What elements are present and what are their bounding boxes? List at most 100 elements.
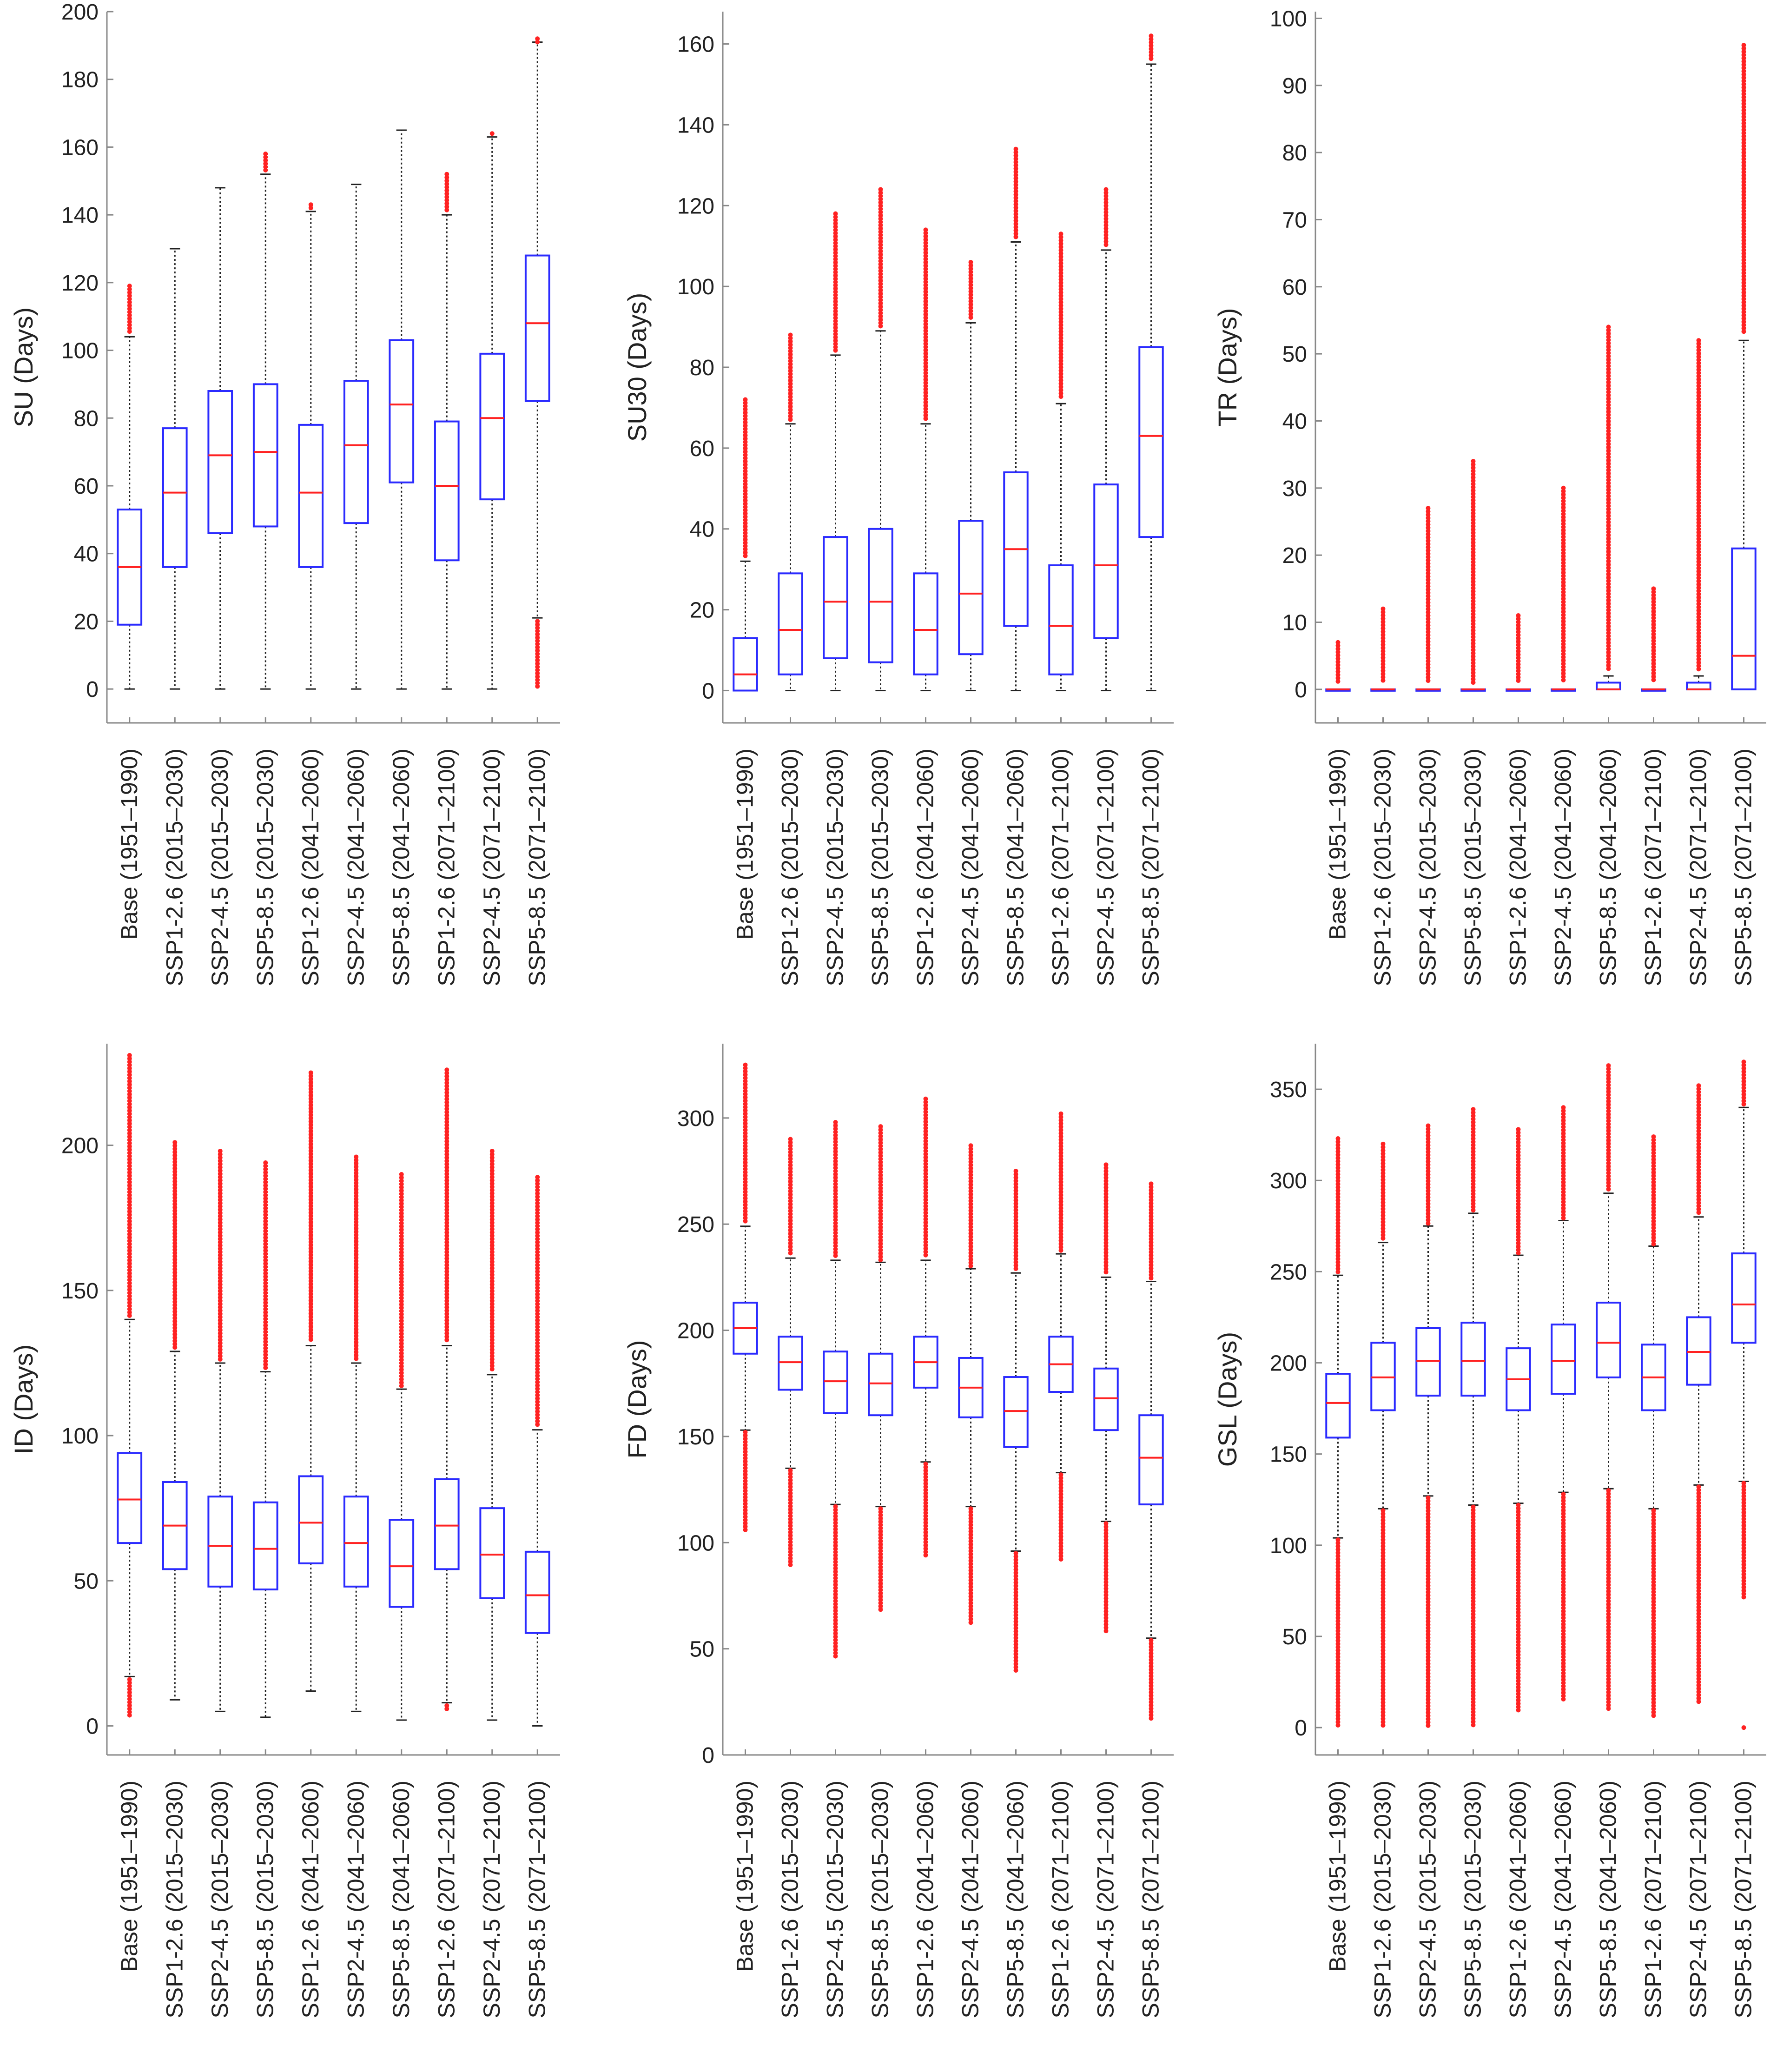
outlier-point — [308, 1337, 313, 1342]
outlier-point — [1149, 1207, 1154, 1212]
outlier-point — [218, 1256, 223, 1261]
outlier-point — [1516, 1228, 1521, 1233]
x-tick-label: SSP1-2.6 (2015–2030) — [161, 748, 187, 986]
outlier-point — [968, 1238, 973, 1243]
outlier-point — [968, 263, 973, 268]
iqr-box — [252, 1501, 278, 1591]
outlier-point — [968, 1565, 973, 1570]
outlier-point — [399, 1201, 404, 1206]
x-tick-label: SSP1-2.6 (2071–2100) — [433, 748, 459, 986]
outlier-point — [1058, 248, 1063, 253]
outlier-point — [1149, 50, 1154, 55]
outlier-point — [444, 1204, 449, 1209]
outlier-point — [1471, 605, 1476, 610]
outlier-point — [1013, 1551, 1018, 1556]
outlier-point — [968, 1192, 973, 1197]
outlier-point — [127, 290, 132, 295]
outlier-point — [1149, 1690, 1154, 1695]
outlier-point — [1516, 1629, 1521, 1635]
outlier-point — [263, 165, 268, 169]
outlier-point — [489, 1185, 495, 1190]
outlier-point — [1058, 1502, 1063, 1507]
outlier-point — [127, 1131, 132, 1136]
outlier-point — [968, 1575, 973, 1580]
outlier-point — [1651, 1547, 1656, 1552]
outlier-point — [127, 1212, 132, 1217]
outlier-point — [878, 1519, 883, 1524]
outlier-point — [1426, 1661, 1431, 1666]
outlier-point — [535, 1175, 540, 1180]
outlier-point — [968, 269, 973, 274]
outlier-point — [923, 1514, 928, 1519]
outlier-point — [878, 1245, 883, 1250]
outlier-point — [788, 1153, 793, 1158]
outlier-point — [1516, 1185, 1521, 1191]
outlier-point — [833, 325, 838, 330]
outlier-point — [923, 1481, 928, 1486]
outlier-point — [1651, 1580, 1656, 1585]
outlier-point — [172, 1169, 178, 1174]
outlier-point — [1606, 403, 1611, 408]
outlier-point — [444, 1211, 449, 1216]
outlier-point — [399, 1335, 404, 1340]
outlier-point — [1561, 1498, 1566, 1503]
outlier-point — [743, 550, 748, 555]
outlier-point — [127, 1085, 132, 1090]
outlier-point — [743, 1079, 748, 1084]
box-10 — [1731, 43, 1757, 690]
outlier-point — [878, 1581, 883, 1586]
outlier-point — [535, 1246, 540, 1251]
outlier-point — [1058, 1140, 1063, 1145]
outlier-point — [444, 1263, 449, 1268]
outlier-point — [923, 322, 928, 327]
outlier-point — [1013, 1655, 1018, 1660]
outlier-point — [1516, 1649, 1521, 1654]
outlier-point — [444, 1279, 449, 1284]
outlier-point — [1561, 1125, 1566, 1130]
outlier-point — [1741, 147, 1746, 152]
outlier-point — [1606, 1690, 1611, 1695]
outlier-point — [1741, 212, 1746, 217]
outlier-point — [308, 1291, 313, 1297]
outlier-point — [1058, 323, 1063, 328]
outlier-point — [1516, 1509, 1521, 1514]
outlier-point — [1149, 1713, 1154, 1718]
box-9 — [479, 131, 505, 690]
box-1 — [117, 1053, 143, 1718]
outlier-point — [1335, 1684, 1341, 1689]
outlier-point — [788, 407, 793, 412]
outlier-point — [535, 1341, 540, 1346]
outlier-point — [1651, 1567, 1656, 1572]
outliers — [1103, 1521, 1109, 1634]
outlier-point — [743, 1111, 748, 1116]
outlier-point — [1103, 219, 1109, 225]
outlier-point — [788, 1208, 793, 1213]
outlier-point — [535, 1191, 540, 1196]
box-5 — [298, 1070, 324, 1692]
outlier-point — [1380, 1655, 1386, 1660]
iqr-box — [298, 424, 324, 568]
outlier-point — [1335, 1642, 1341, 1647]
outlier-point — [1149, 1263, 1154, 1268]
outlier-point — [1058, 310, 1063, 315]
outlier-point — [218, 1185, 223, 1190]
outlier-point — [1696, 468, 1701, 473]
outlier-point — [1103, 200, 1109, 205]
outlier-point — [354, 1333, 359, 1338]
outlier-point — [743, 1199, 748, 1204]
outlier-point — [923, 364, 928, 369]
outlier-point — [1516, 1551, 1521, 1556]
outlier-point — [1741, 43, 1746, 48]
outlier-point — [878, 1228, 883, 1233]
outlier-point — [1606, 373, 1611, 378]
outlier-point — [788, 404, 793, 409]
outlier-point — [1013, 202, 1018, 207]
outlier-point — [1013, 1231, 1018, 1236]
outlier-point — [1696, 458, 1701, 463]
iqr-box — [479, 1507, 505, 1599]
outlier-point — [1471, 589, 1476, 594]
outliers — [743, 1430, 748, 1532]
outlier-point — [263, 1271, 268, 1276]
outlier-point — [1696, 393, 1701, 398]
outlier-point — [489, 131, 495, 136]
